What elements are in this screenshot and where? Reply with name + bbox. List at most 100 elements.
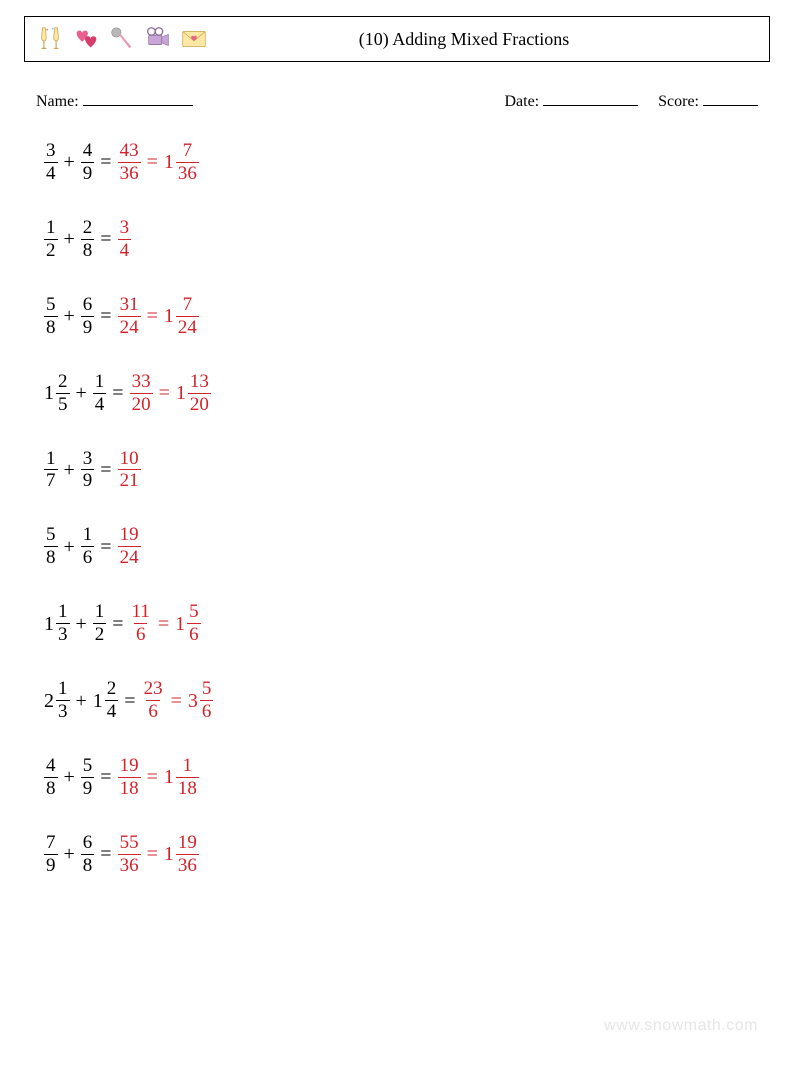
denominator: 6 <box>146 700 160 722</box>
problem-row: 58+69=3124=1724 <box>44 295 794 338</box>
numerator: 1 <box>56 602 70 623</box>
fraction: 39 <box>81 449 95 492</box>
denominator: 18 <box>176 777 199 799</box>
fraction: 1021 <box>118 449 141 492</box>
denominator: 20 <box>188 393 211 415</box>
numerator: 11 <box>130 602 152 623</box>
date-blank[interactable] <box>543 90 638 106</box>
fraction: 5536 <box>118 833 141 876</box>
denominator: 9 <box>81 469 95 491</box>
camcorder-icon <box>143 24 173 54</box>
numerator: 33 <box>130 372 153 393</box>
denominator: 8 <box>44 546 58 568</box>
denominator: 18 <box>118 777 141 799</box>
fraction: 116 <box>130 602 152 645</box>
loveletter-icon <box>179 24 209 54</box>
fraction: 49 <box>81 141 95 184</box>
equals-sign: = <box>94 229 117 249</box>
fraction: 34 <box>44 141 58 184</box>
denominator: 36 <box>118 162 141 184</box>
equals-sign: = <box>94 460 117 480</box>
numerator: 10 <box>118 449 141 470</box>
score-blank[interactable] <box>703 90 758 106</box>
plus-sign: + <box>58 844 81 864</box>
fraction: 12 <box>44 218 58 261</box>
fraction: 12 <box>93 602 107 645</box>
equals-sign: = <box>118 691 141 711</box>
fraction: 724 <box>176 295 199 338</box>
numerator: 55 <box>118 833 141 854</box>
numerator: 3 <box>118 218 132 239</box>
denominator: 24 <box>118 546 141 568</box>
fraction: 236 <box>142 679 165 722</box>
denominator: 36 <box>118 854 141 876</box>
problems-list: 34+49=4336=173612+28=3458+69=3124=172412… <box>44 141 794 876</box>
denominator: 6 <box>134 623 148 645</box>
denominator: 9 <box>81 162 95 184</box>
mixed-fraction: 39 <box>81 449 95 492</box>
problem-row: 113+12=116=156 <box>44 602 794 645</box>
mixed-fraction: 49 <box>81 141 95 184</box>
fraction: 24 <box>105 679 119 722</box>
denominator: 21 <box>118 469 141 491</box>
denominator: 4 <box>118 239 132 261</box>
problem-row: 58+16=1924 <box>44 525 794 568</box>
fraction: 1936 <box>176 833 199 876</box>
date-label: Date: <box>504 93 539 111</box>
mixed-fraction: 59 <box>81 756 95 799</box>
fraction: 736 <box>176 141 199 184</box>
denominator: 2 <box>93 623 107 645</box>
mixed-fraction: 12 <box>44 218 58 261</box>
denominator: 6 <box>200 700 214 722</box>
fraction: 69 <box>81 295 95 338</box>
problem-row: 79+68=5536=11936 <box>44 833 794 876</box>
mixed-fraction: 213 <box>44 679 70 722</box>
mixed-fraction: 1724 <box>164 295 199 338</box>
problem-row: 213+124=236=356 <box>44 679 794 722</box>
fraction: 1918 <box>118 756 141 799</box>
denominator: 3 <box>56 623 70 645</box>
denominator: 3 <box>56 700 70 722</box>
mixed-fraction: 34 <box>118 218 132 261</box>
mixed-fraction: 14 <box>93 372 107 415</box>
mixed-fraction: 11936 <box>164 833 199 876</box>
numerator: 19 <box>176 833 199 854</box>
numerator: 5 <box>200 679 214 700</box>
numerator: 1 <box>44 218 58 239</box>
whole-part: 2 <box>44 691 56 711</box>
fraction: 14 <box>93 372 107 415</box>
mixed-fraction: 34 <box>44 141 58 184</box>
fraction: 17 <box>44 449 58 492</box>
mic-icon <box>107 24 137 54</box>
fraction: 48 <box>44 756 58 799</box>
fraction: 1924 <box>118 525 141 568</box>
denominator: 20 <box>130 393 153 415</box>
mixed-fraction: 156 <box>175 602 201 645</box>
plus-sign: + <box>70 614 93 634</box>
numerator: 5 <box>81 756 95 777</box>
plus-sign: + <box>58 767 81 787</box>
mixed-fraction: 16 <box>81 525 95 568</box>
denominator: 9 <box>81 777 95 799</box>
fraction: 56 <box>200 679 214 722</box>
whole-part: 3 <box>188 691 200 711</box>
numerator: 1 <box>181 756 195 777</box>
hearts-icon <box>71 24 101 54</box>
plus-sign: + <box>58 229 81 249</box>
mixed-fraction: 3124 <box>118 295 141 338</box>
fraction: 59 <box>81 756 95 799</box>
whole-part: 1 <box>164 844 176 864</box>
mixed-fraction: 58 <box>44 525 58 568</box>
equals-sign: = <box>94 767 117 787</box>
fraction: 28 <box>81 218 95 261</box>
name-blank[interactable] <box>83 90 193 106</box>
mixed-fraction: 113 <box>44 602 70 645</box>
fraction: 3320 <box>130 372 153 415</box>
fraction: 58 <box>44 295 58 338</box>
denominator: 2 <box>44 239 58 261</box>
denominator: 4 <box>44 162 58 184</box>
equals-sign: = <box>141 306 164 326</box>
equals-sign: = <box>153 383 176 403</box>
numerator: 2 <box>105 679 119 700</box>
numerator: 4 <box>81 141 95 162</box>
